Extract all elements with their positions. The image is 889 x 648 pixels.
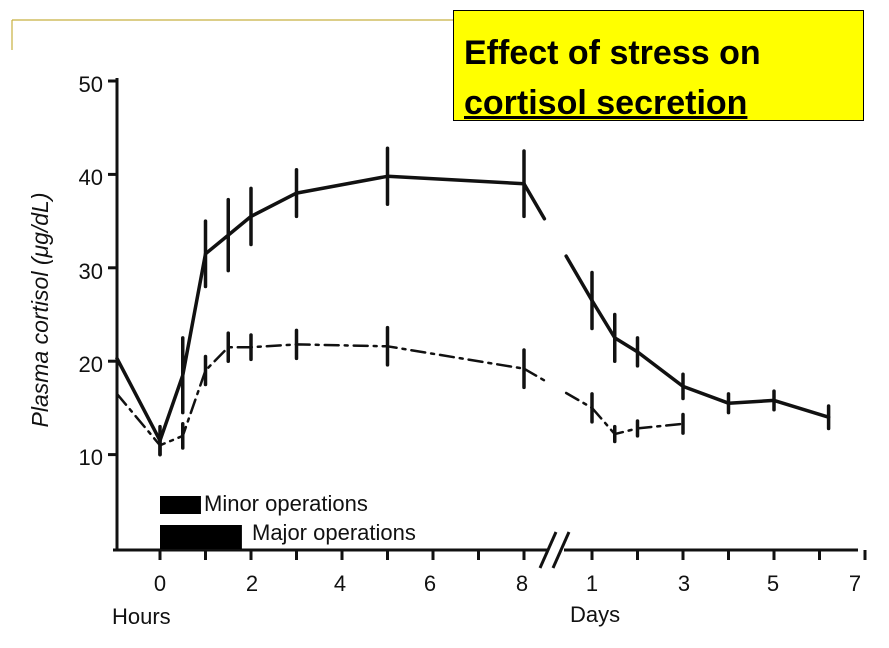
x-unit-label-days: Days xyxy=(570,602,620,627)
axis-break-mark-1 xyxy=(538,531,558,569)
y-tick-label: 10 xyxy=(79,445,103,470)
x-tick-label-hours: 2 xyxy=(246,571,258,596)
y-tick-label: 30 xyxy=(79,259,103,284)
major-operations-label: Major operations xyxy=(252,520,416,545)
x-tick-label-hours: 0 xyxy=(154,571,166,596)
series-line-major-hours xyxy=(115,174,526,443)
y-tick-label: 40 xyxy=(79,165,103,190)
x-axis-ticks xyxy=(158,550,867,560)
x-tick-label-hours: 4 xyxy=(334,571,346,596)
title-line-2: cortisol secretion xyxy=(464,84,748,121)
series-line-minor-hours xyxy=(115,343,526,447)
x-tick-label-days: 5 xyxy=(767,571,779,596)
series-line-major-days xyxy=(590,298,831,419)
x-axis-tick-labels: 0 2 4 6 8 1 3 5 7 xyxy=(154,571,861,596)
series-layer xyxy=(115,146,831,457)
series-break-major-b xyxy=(564,254,594,303)
y-tick-label: 20 xyxy=(79,352,103,377)
series-break-minor-b xyxy=(564,391,594,410)
axis-break-mark-2 xyxy=(551,531,571,569)
y-axis-tick-labels: 10 20 30 40 50 xyxy=(79,72,103,470)
x-tick-label-days: 7 xyxy=(849,571,861,596)
minor-operations-bar xyxy=(160,496,201,514)
x-tick-label-days: 3 xyxy=(678,571,690,596)
y-axis-label: Plasma cortisol (μg/dL) xyxy=(27,192,53,427)
y-axis-ticks xyxy=(108,79,117,457)
major-operations-bar xyxy=(160,525,242,549)
x-unit-label-hours: Hours xyxy=(112,604,171,629)
series-break-minor-a xyxy=(522,367,546,382)
title-box: Effect of stress on cortisol secretion xyxy=(453,10,864,121)
title-line-1: Effect of stress on xyxy=(464,34,761,72)
series-line-minor-days xyxy=(590,406,685,436)
series-break-major-a xyxy=(522,181,547,221)
x-tick-label-days: 1 xyxy=(586,571,598,596)
y-tick-label: 50 xyxy=(79,72,103,97)
x-tick-label-hours: 6 xyxy=(424,571,436,596)
minor-operations-label: Minor operations xyxy=(204,491,368,516)
x-tick-label-hours: 8 xyxy=(516,571,528,596)
